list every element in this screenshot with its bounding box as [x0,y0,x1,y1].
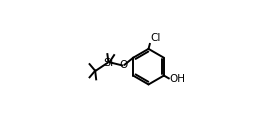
Text: OH: OH [169,74,185,84]
Text: O: O [120,60,128,70]
Text: Cl: Cl [150,33,161,43]
Text: Si: Si [104,58,114,68]
